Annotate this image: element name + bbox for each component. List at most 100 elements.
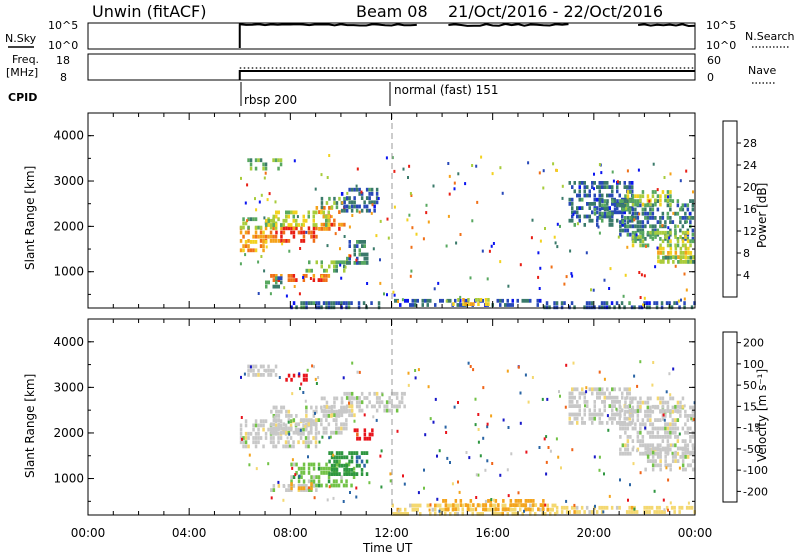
scatter-cell: [302, 239, 306, 243]
scatter-cell: [691, 446, 695, 451]
scatter-cell: [613, 395, 616, 400]
scatter-cell: [363, 244, 366, 248]
scatter-cell: [667, 195, 669, 199]
scatter-cell: [373, 200, 376, 205]
scatter-cell: [402, 167, 405, 171]
scatter-cell: [684, 247, 687, 251]
scatter-cell: [613, 387, 616, 392]
scatter-cell: [578, 206, 581, 210]
scatter-cell: [679, 255, 683, 260]
scatter-cell: [509, 507, 512, 512]
scatter-cell: [623, 199, 627, 203]
scatter-cell: [606, 395, 609, 400]
scatter-cell: [307, 418, 311, 422]
scatter-cell: [544, 227, 546, 230]
scatter-cell: [661, 409, 665, 413]
scatter-cell: [274, 225, 278, 230]
y-tick-label: 1000: [53, 472, 84, 486]
scatter-cell: [565, 499, 568, 503]
scatter-cell: [292, 462, 296, 467]
scatter-cell: [348, 256, 351, 261]
scatter-cell: [636, 211, 640, 216]
scatter-cell: [616, 185, 619, 189]
scatter-cell: [270, 409, 273, 414]
scatter-cell: [644, 422, 647, 427]
scatter-cell: [583, 395, 586, 400]
scatter-cell: [338, 472, 341, 476]
scatter-cell: [320, 210, 323, 215]
scatter-cell: [611, 421, 614, 425]
scatter-cell: [307, 466, 311, 471]
scatter-cell: [681, 230, 685, 235]
scatter-cell: [674, 264, 677, 268]
scatter-cell: [537, 275, 540, 279]
scatter-cell: [410, 194, 413, 197]
scatter-cell: [471, 164, 474, 167]
scatter-cell: [606, 421, 609, 425]
scatter-cell: [639, 471, 642, 475]
scatter-cell: [297, 486, 301, 491]
scatter-cell: [288, 432, 291, 436]
scatter-cell: [305, 305, 308, 310]
scatter-cell: [348, 468, 351, 472]
colorbar-tick-label: -50: [743, 443, 761, 456]
scatter-cell: [322, 466, 326, 471]
scatter-cell: [474, 397, 477, 401]
scatter-cell: [307, 226, 311, 231]
scatter-cell: [335, 264, 338, 269]
scatter-cell: [302, 223, 305, 227]
scatter-cell: [351, 214, 354, 217]
scatter-cell: [414, 507, 417, 512]
scatter-cell: [333, 218, 336, 223]
scatter-cell: [639, 404, 642, 409]
scatter-cell: [573, 503, 576, 507]
scatter-cell: [277, 422, 281, 427]
scatter-cell: [651, 190, 655, 194]
scatter-cell: [366, 256, 369, 261]
scatter-cell: [259, 423, 263, 428]
scatter-cell: [641, 239, 645, 244]
scatter-cell: [568, 197, 571, 202]
beam-label: Beam 08: [356, 2, 428, 21]
scatter-cell: [325, 227, 329, 231]
scatter-cell: [307, 301, 311, 305]
scatter-cell: [353, 472, 356, 476]
scatter-cell: [569, 249, 572, 253]
scatter-cell: [626, 216, 630, 220]
scatter-cell: [554, 241, 557, 245]
scatter-cell: [459, 499, 463, 503]
scatter-cell: [275, 414, 278, 418]
scatter-cell: [323, 227, 326, 231]
scatter-cell: [312, 230, 316, 235]
scatter-cell: [578, 412, 581, 417]
time-axis-labels: 00:00 04:00 08:00 12:00 16:00 20:00 00:00: [71, 526, 713, 540]
scatter-cell: [651, 463, 655, 468]
scatter-cell: [305, 414, 308, 418]
scatter-cell: [282, 422, 286, 427]
scatter-cell: [471, 507, 474, 512]
scatter-cell: [287, 210, 290, 215]
scatter-cell: [629, 190, 632, 194]
scatter-cell: [365, 208, 369, 213]
scatter-cell: [254, 440, 258, 445]
scatter-cell: [295, 471, 298, 475]
scatter-cell: [655, 301, 659, 305]
scatter-cell: [583, 214, 586, 219]
scatter-cell: [325, 426, 328, 431]
scatter-cell: [469, 499, 473, 503]
scatter-cell: [659, 409, 662, 413]
scatter-cell: [378, 400, 381, 405]
scatter-cell: [659, 467, 662, 472]
scatter-cell: [494, 507, 498, 512]
cpid-label: CPID: [8, 91, 37, 104]
scatter-cell: [601, 193, 604, 198]
scatter-cell: [656, 418, 660, 422]
scatter-cell: [652, 162, 655, 166]
scatter-cell: [310, 426, 313, 431]
scatter-cell: [616, 180, 619, 184]
scatter-cell: [616, 400, 619, 404]
scatter-cell: [320, 483, 323, 488]
scatter-cell: [311, 364, 314, 368]
scatter-cell: [611, 416, 614, 421]
scatter-cell: [327, 466, 331, 471]
